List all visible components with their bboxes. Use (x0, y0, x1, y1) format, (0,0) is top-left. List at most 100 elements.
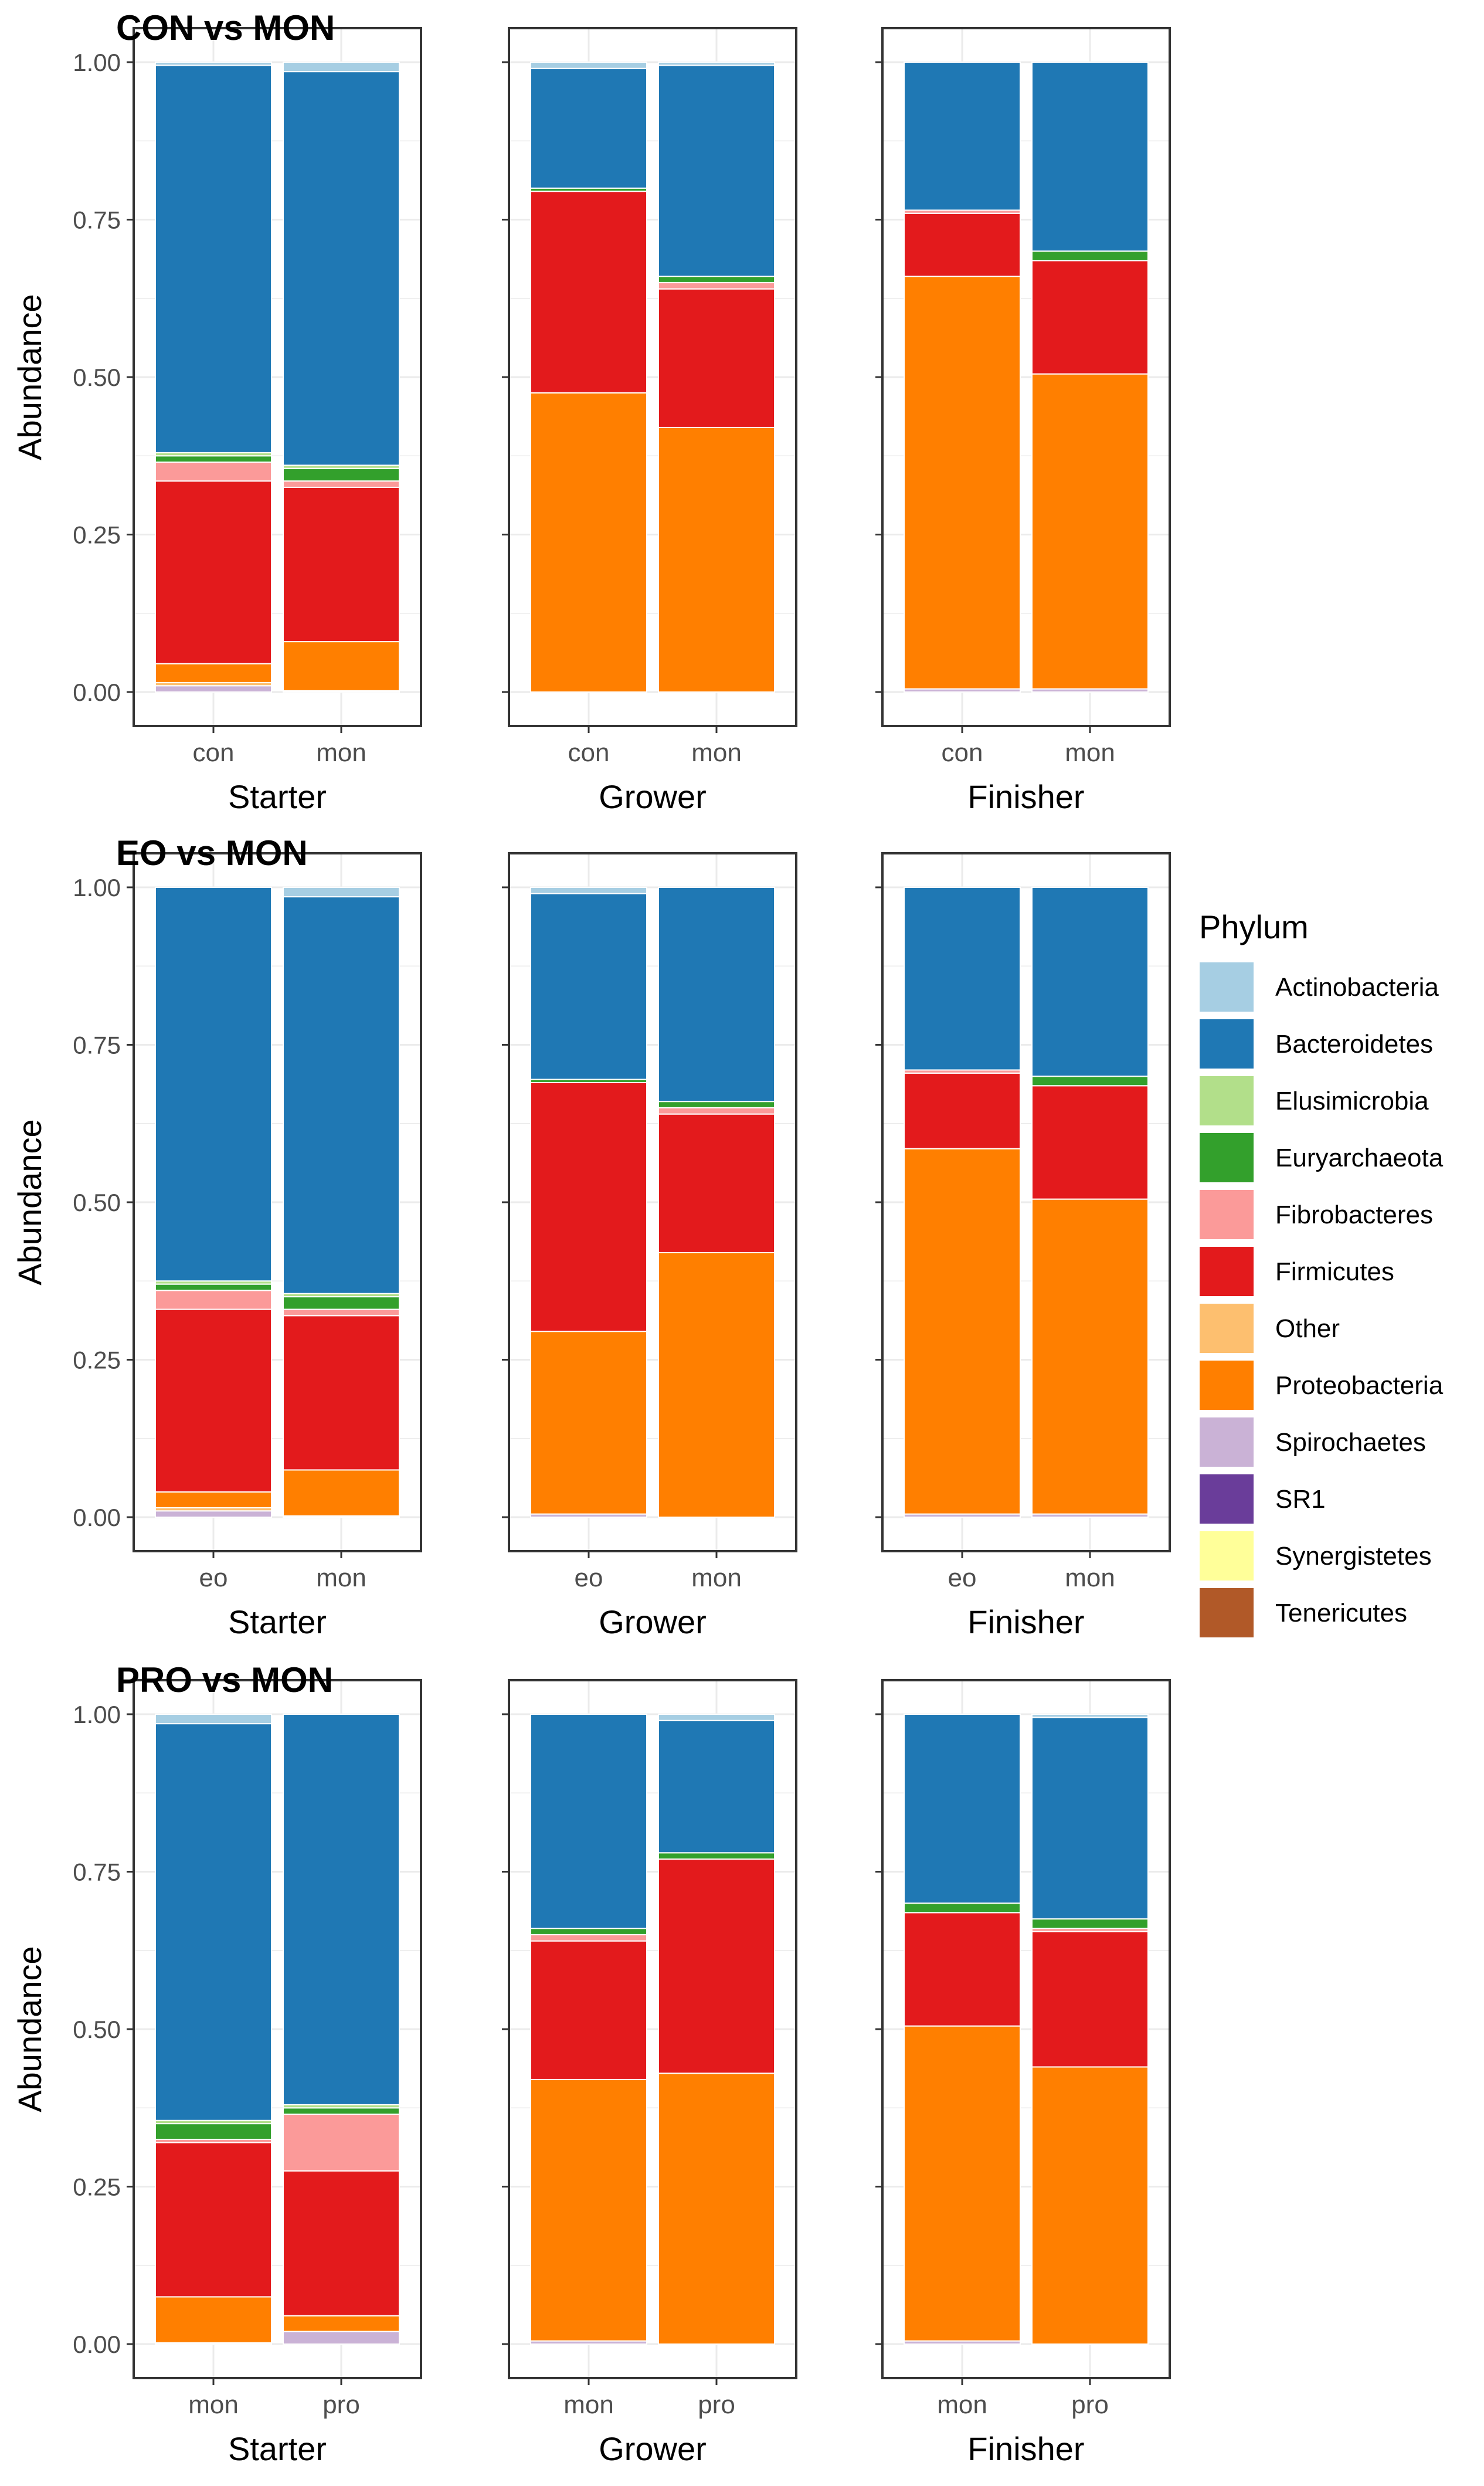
legend-label: Fibrobacteres (1275, 1200, 1433, 1229)
bar-segment-euryarchaeota (1031, 250, 1149, 262)
bar-mon (283, 887, 400, 1518)
bar-segment-actinobacteria (530, 887, 647, 894)
bar-segment-proteobacteria (155, 2296, 272, 2343)
legend-label: Tenericutes (1275, 1599, 1407, 1627)
bar-segment-euryarchaeota (283, 467, 400, 482)
y-tick-label: 0.25 (73, 2173, 121, 2201)
bar-segment-proteobacteria (155, 1491, 272, 1508)
bar-segment-bacteroidetes (155, 1723, 272, 2121)
bar-segment-bacteroidetes (658, 1719, 775, 1854)
y-tick-label: 1.00 (73, 49, 121, 76)
y-tick-label: 0.50 (73, 1189, 121, 1216)
bar-segment-firmicutes (1031, 1085, 1149, 1200)
bar-segment-proteobacteria (155, 663, 272, 683)
bar-mon (658, 887, 775, 1518)
bar-segment-firmicutes (1031, 1931, 1149, 2068)
legend-key (1198, 1075, 1255, 1127)
legend-label: Other (1275, 1314, 1340, 1343)
bar-segment-spirochaetes (283, 2331, 400, 2345)
y-tick-label: 0.00 (73, 1504, 121, 1531)
bar-segment-spirochaetes (155, 1510, 272, 1518)
panel-xlabel: Starter (228, 778, 327, 815)
bar-segment-proteobacteria (904, 276, 1021, 690)
panel-pro-vs-mon-finisher: mon pro Finisher (875, 1679, 1171, 2467)
bar-segment-firmicutes (155, 480, 272, 664)
x-tick-label: pro (322, 2390, 360, 2419)
legend-key (1198, 961, 1255, 1013)
legend-label: Elusimicrobia (1275, 1087, 1429, 1115)
bar-segment-bacteroidetes (155, 887, 272, 1282)
legend-key (1198, 1587, 1255, 1639)
legend-label: Synergistetes (1275, 1542, 1432, 1571)
y-tick-label: 0.75 (73, 1032, 121, 1059)
bar-segment-firmicutes (658, 1113, 775, 1253)
bar-segment-euryarchaeota (155, 1283, 272, 1291)
bar-pro (1031, 1714, 1149, 2345)
bar-segment-proteobacteria (283, 641, 400, 691)
row-title: CON vs MON (116, 8, 335, 48)
y-tick-label: 0.25 (73, 1347, 121, 1374)
panel-xlabel: Grower (599, 778, 707, 815)
y-tick-label: 0.50 (73, 364, 121, 391)
bar-segment-euryarchaeota (658, 1852, 775, 1860)
bar-con (155, 62, 272, 693)
legend-key (1198, 1189, 1255, 1240)
bar-segment-bacteroidetes (530, 67, 647, 189)
row-title: PRO vs MON (116, 1660, 333, 1700)
bar-segment-fibrobacteres (155, 461, 272, 482)
bar-segment-firmicutes (658, 288, 775, 428)
bar-segment-actinobacteria (283, 62, 400, 73)
bar-mon (1031, 887, 1149, 1518)
legend-entry-bacteroidetes: Bacteroidetes (1198, 1018, 1433, 1070)
bar-segment-actinobacteria (658, 62, 775, 66)
bar-segment-bacteroidetes (1031, 62, 1149, 252)
bar-segment-firmicutes (530, 1081, 647, 1332)
bar-segment-proteobacteria (1031, 2066, 1149, 2345)
legend-key (1198, 1359, 1255, 1411)
bar-segment-proteobacteria (283, 2315, 400, 2332)
bar-segment-bacteroidetes (658, 887, 775, 1103)
bar-segment-fibrobacteres (658, 282, 775, 290)
bar-con (530, 62, 647, 693)
y-tick-label: 0.75 (73, 206, 121, 234)
legend-entry-synergistetes: Synergistetes (1198, 1530, 1432, 1582)
bar-segment-proteobacteria (658, 426, 775, 693)
legend-key (1198, 1303, 1255, 1354)
x-tick-label: mon (691, 1563, 742, 1592)
plot-layer: Abundance con mon 0.00 0.25 0.50 0.75 1.00 Start… (11, 8, 1171, 2467)
bar-con (904, 62, 1021, 693)
row-eo-vs-mon: Abundance eo mon 0.00 0.25 0.50 0.75 1.00 Starte… (11, 833, 1171, 1640)
bar-segment-bacteroidetes (283, 71, 400, 466)
legend-key (1198, 1018, 1255, 1070)
x-tick-label: mon (316, 738, 366, 767)
bar-segment-spirochaetes (155, 685, 272, 693)
legend-entry-actinobacteria: Actinobacteria (1198, 961, 1439, 1013)
bar-segment-fibrobacteres (658, 1107, 775, 1115)
bar-segment-proteobacteria (658, 1252, 775, 1518)
bar-segment-firmicutes (283, 486, 400, 643)
panel-xlabel: Finisher (967, 778, 1084, 815)
panel-xlabel: Finisher (967, 1603, 1084, 1640)
legend-entry-other: Other (1198, 1303, 1340, 1354)
panel-pro-vs-mon-starter: mon pro 0.00 0.25 0.50 0.75 1.00 Starter (73, 1679, 422, 2467)
bar-segment-euryarchaeota (904, 1902, 1021, 1914)
bar-segment-proteobacteria (1031, 1198, 1149, 1515)
legend-key (1198, 1132, 1255, 1183)
bar-segment-euryarchaeota (658, 276, 775, 283)
bar-segment-firmicutes (904, 1912, 1021, 2027)
panel-con-vs-mon-grower: con mon Grower (502, 27, 797, 815)
x-tick-label: mon (1065, 738, 1115, 767)
y-tick-label: 1.00 (73, 874, 121, 901)
legend-label: Bacteroidetes (1275, 1030, 1433, 1059)
bar-segment-proteobacteria (530, 392, 647, 693)
bar-eo (155, 887, 272, 1518)
legend-entry-elusimicrobia: Elusimicrobia (1198, 1075, 1429, 1127)
x-tick-label: con (568, 738, 610, 767)
bar-segment-firmicutes (155, 1308, 272, 1493)
bar-pro (283, 1714, 400, 2345)
row-title: EO vs MON (116, 833, 308, 873)
bar-segment-bacteroidetes (283, 1714, 400, 2105)
panel-con-vs-mon-starter: con mon 0.00 0.25 0.50 0.75 1.00 Starter (73, 27, 422, 815)
bar-segment-bacteroidetes (904, 62, 1021, 211)
